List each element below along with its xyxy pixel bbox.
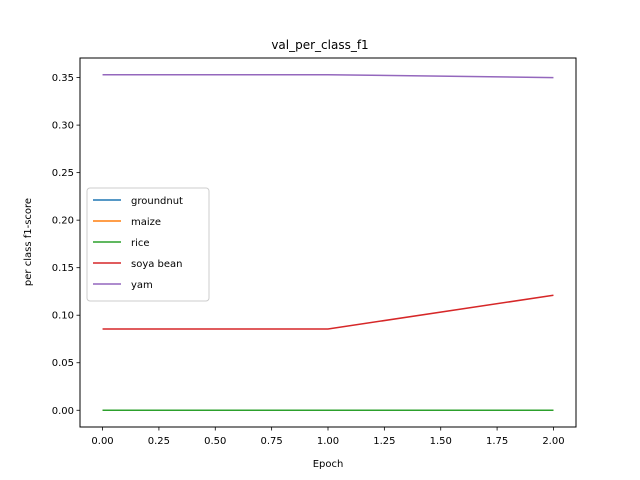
x-axis-label: Epoch <box>313 459 344 470</box>
y-tick-label: 0.00 <box>52 406 74 417</box>
legend-label: rice <box>131 238 150 249</box>
x-tick-label: 1.75 <box>486 436 508 447</box>
plot-area <box>102 73 554 412</box>
y-tick-label: 0.05 <box>52 358 74 369</box>
x-tick-label: 0.50 <box>204 436 226 447</box>
series-line-yam <box>102 73 554 79</box>
x-tick-label: 0.75 <box>261 436 283 447</box>
series-line-soya-bean <box>102 294 554 330</box>
y-tick-label: 0.15 <box>52 263 74 274</box>
legend-label: soya bean <box>131 259 183 270</box>
y-tick-label: 0.20 <box>52 216 74 227</box>
x-tick-label: 1.50 <box>430 436 452 447</box>
y-tick-label: 0.30 <box>52 121 74 132</box>
x-axis: 0.00 0.25 0.50 0.75 1.00 1.25 1.50 1.75 2.00 <box>91 427 565 447</box>
x-tick-label: 1.00 <box>317 436 339 447</box>
legend-label: maize <box>131 217 161 228</box>
y-axis: 0.00 0.05 0.10 0.15 0.20 0.25 0.30 0.35 <box>52 73 80 417</box>
y-tick-label: 0.25 <box>52 168 74 179</box>
legend: groundnut maize rice soya bean yam <box>86 187 210 302</box>
y-tick-label: 0.35 <box>52 73 74 84</box>
x-tick-label: 0.25 <box>148 436 170 447</box>
x-tick-label: 2.00 <box>542 436 564 447</box>
legend-box <box>86 187 210 302</box>
x-tick-label: 1.25 <box>373 436 395 447</box>
y-axis-label: per class f1-score <box>23 198 34 286</box>
chart-title: val_per_class_f1 <box>271 38 368 52</box>
legend-label: yam <box>131 280 153 291</box>
x-tick-label: 0.00 <box>91 436 113 447</box>
legend-label: groundnut <box>131 196 183 207</box>
y-tick-label: 0.10 <box>52 311 74 322</box>
